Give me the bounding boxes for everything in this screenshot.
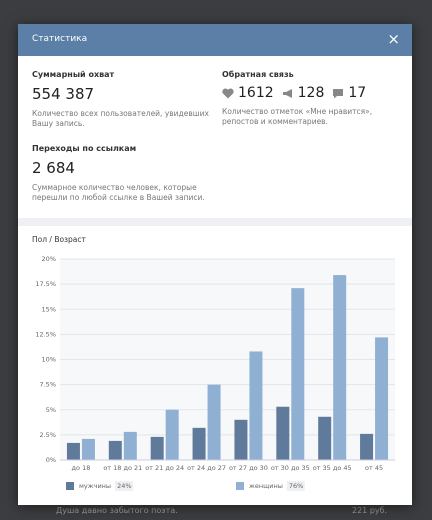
bar	[318, 416, 332, 460]
clicks-value: 2 684	[32, 159, 75, 177]
y-tick-label: 2.5%	[39, 431, 56, 439]
bar	[375, 337, 389, 460]
bar	[108, 440, 122, 460]
x-tick-label: от 35 до 45	[313, 464, 352, 472]
legend-label: мужчины	[79, 482, 111, 490]
bar	[360, 433, 374, 460]
bar	[66, 442, 80, 460]
clicks-description: Суммарное количество человек, которые пе…	[32, 183, 205, 202]
y-tick-label: 5%	[46, 406, 56, 414]
close-button[interactable]: ×	[387, 30, 400, 48]
feedback-label: Обратная связь	[222, 70, 294, 79]
bar	[123, 431, 137, 460]
legend-swatch	[66, 482, 74, 490]
likes-count: 1612	[238, 85, 274, 101]
bar	[207, 384, 221, 460]
y-tick-label: 12.5%	[35, 330, 56, 338]
bar	[150, 436, 164, 460]
y-tick-label: 10%	[42, 356, 56, 364]
bar	[249, 351, 263, 460]
bar	[192, 427, 206, 460]
x-tick-label: от 18 до 21	[103, 464, 142, 472]
bar	[81, 438, 95, 460]
legend-share: 76%	[289, 482, 303, 490]
reposts-count: 128	[297, 85, 325, 101]
x-tick-label: до 18	[72, 464, 91, 472]
legend-share-bg	[286, 481, 305, 491]
clicks-block: Переходы по ссылкам 2 684 Суммарное коли…	[32, 144, 212, 203]
y-tick-label: 15%	[42, 305, 56, 313]
feedback-counts: 1612 128 17	[222, 85, 402, 101]
modal-header: Статистика ×	[18, 24, 412, 56]
reach-label: Суммарный охват	[32, 70, 115, 79]
legend-label: женщины	[249, 482, 283, 490]
clicks-label: Переходы по ссылкам	[32, 144, 137, 153]
bar	[291, 288, 305, 460]
y-tick-label: 20%	[42, 255, 56, 263]
background-price: 221 руб.	[352, 506, 388, 515]
bar	[276, 406, 290, 460]
stats-modal: Статистика × Суммарный охват 554 387 Кол…	[18, 24, 412, 505]
legend-swatch	[236, 482, 244, 490]
legend-share: 24%	[117, 482, 131, 490]
y-tick-label: 0%	[46, 456, 56, 464]
background-item: Душа давно забытого поэта.	[56, 506, 178, 515]
reach-value: 554 387	[32, 85, 95, 103]
x-tick-label: от 30 до 35	[271, 464, 310, 472]
separator	[18, 218, 412, 226]
comments-count: 17	[348, 85, 367, 101]
bar	[165, 409, 179, 460]
bar	[234, 419, 248, 460]
chart: Пол / Возраст 0% 2.5% 5% 7.5% 10% 12.5% 15% 17.…	[32, 235, 395, 491]
x-tick-label: от 45	[365, 464, 383, 472]
modal-title: Статистика	[32, 34, 88, 44]
x-tick-label: от 27 до 30	[229, 464, 268, 472]
x-tick-label: от 24 до 27	[187, 464, 226, 472]
y-tick-label: 7.5%	[39, 381, 56, 389]
repost-icon	[282, 88, 292, 98]
like-icon	[222, 88, 234, 98]
feedback-description: Количество отметок «Мне нравится», репос…	[222, 107, 373, 126]
comment-icon	[333, 88, 344, 98]
x-tick-label: от 21 до 24	[145, 464, 184, 472]
bar	[333, 275, 347, 460]
reach-description: Количество всех пользователей, увидевших…	[32, 109, 209, 128]
reach-block: Суммарный охват 554 387 Количество всех …	[32, 70, 212, 129]
chart-title: Пол / Возраст	[32, 235, 87, 244]
legend-share-bg	[115, 481, 134, 491]
feedback-block: Обратная связь 1612 128 17 Количество от…	[222, 70, 402, 127]
y-tick-label: 17.5%	[35, 280, 56, 288]
